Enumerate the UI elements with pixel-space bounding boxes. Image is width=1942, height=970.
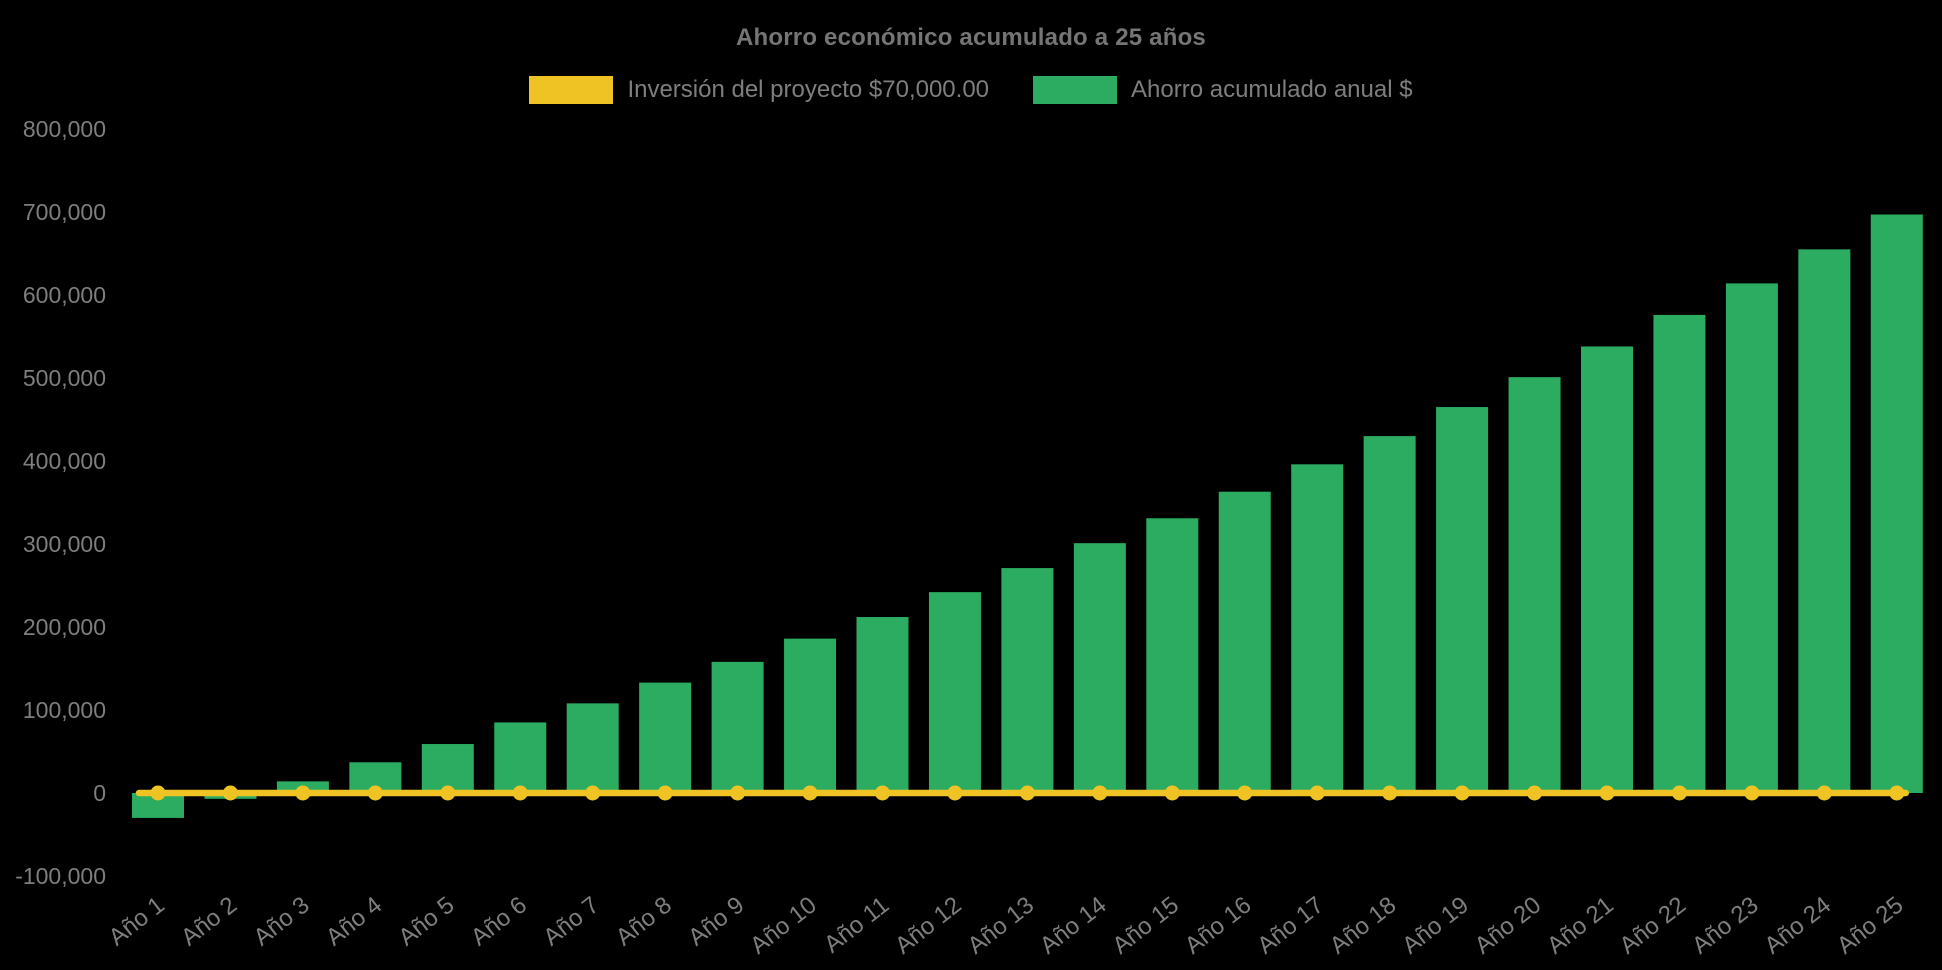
investment-point-año-6 (512, 785, 528, 801)
legend-item-investment: Inversión del proyecto $70,000.00 (529, 76, 989, 104)
investment-point-año-2 (222, 785, 238, 801)
y-axis-tick-label: -100,000 (15, 863, 106, 889)
investment-point-año-3 (295, 785, 311, 801)
x-axis-tick-label: Año 17 (1252, 891, 1329, 959)
chart-legend: Inversión del proyecto $70,000.00 Ahorro… (0, 76, 1942, 104)
bar-año-19 (1436, 407, 1489, 793)
investment-point-año-1 (150, 785, 166, 801)
y-axis-tick-label: 200,000 (23, 614, 106, 640)
bar-año-23 (1725, 283, 1778, 793)
y-axis-tick-label: 600,000 (23, 282, 106, 308)
bar-año-18 (1363, 436, 1416, 793)
investment-point-año-17 (1309, 785, 1325, 801)
bar-año-21 (1581, 346, 1633, 793)
y-axis-tick-label: 0 (93, 780, 106, 806)
bar-año-9 (711, 661, 764, 793)
x-axis-tick-label: Año 8 (611, 891, 677, 951)
x-axis-tick-label: Año 6 (466, 891, 532, 951)
x-axis-tick-label: Año 7 (538, 891, 604, 951)
investment-point-año-18 (1382, 785, 1398, 801)
bar-año-13 (1001, 568, 1054, 793)
investment-point-año-4 (367, 785, 383, 801)
bar-año-10 (784, 638, 837, 793)
investment-point-año-10 (802, 785, 818, 801)
y-axis-tick-label: 300,000 (23, 531, 106, 557)
x-axis-tick-label: Año 21 (1542, 891, 1619, 959)
chart-title: Ahorro económico acumulado a 25 años (736, 24, 1206, 51)
y-axis-tick-label: 500,000 (23, 365, 106, 391)
x-axis-tick-label: Año 5 (393, 891, 459, 951)
bar-año-25 (1870, 214, 1923, 794)
investment-point-año-21 (1599, 785, 1615, 801)
legend-item-savings: Ahorro acumulado anual $ (1033, 76, 1413, 104)
x-axis-tick-label: Año 4 (321, 891, 387, 951)
y-axis-tick-label: 800,000 (23, 116, 106, 142)
x-axis-tick-label: Año 20 (1470, 891, 1547, 959)
investment-point-año-8 (657, 785, 673, 801)
x-axis-tick-label: Año 2 (176, 891, 242, 951)
x-axis-tick-label: Año 25 (1832, 891, 1909, 959)
investment-point-año-11 (875, 785, 890, 801)
investment-point-año-23 (1744, 785, 1760, 801)
investment-point-año-9 (730, 785, 746, 801)
x-axis-tick-label: Año 18 (1325, 891, 1402, 959)
bar-año-8 (639, 682, 692, 793)
investment-point-año-16 (1237, 785, 1253, 801)
x-axis-tick-label: Año 12 (890, 891, 967, 959)
x-axis-tick-label: Año 10 (745, 891, 822, 959)
x-axis-tick-label: Año 9 (683, 891, 749, 951)
legend-swatch-investment (529, 76, 614, 104)
bar-año-20 (1508, 377, 1561, 793)
investment-point-año-19 (1454, 785, 1470, 801)
x-axis-tick-label: Año 19 (1397, 891, 1474, 959)
x-axis-tick-label: Año 3 (249, 891, 315, 951)
bar-año-14 (1073, 543, 1126, 793)
investment-point-año-12 (947, 785, 963, 801)
y-axis-tick-label: 100,000 (23, 697, 106, 723)
bar-año-11 (856, 617, 909, 793)
legend-swatch-savings (1033, 76, 1118, 104)
investment-point-año-24 (1816, 785, 1832, 801)
bar-año-16 (1218, 491, 1271, 793)
investment-point-año-25 (1889, 785, 1905, 801)
legend-label-investment: Inversión del proyecto $70,000.00 (627, 76, 990, 103)
x-axis-tick-label: Año 1 (104, 891, 170, 951)
x-axis-tick-label: Año 13 (963, 891, 1040, 959)
bar-año-5 (421, 744, 474, 793)
x-axis-tick-label: Año 22 (1615, 891, 1692, 959)
investment-point-año-22 (1671, 785, 1687, 801)
bar-año-15 (1146, 518, 1199, 793)
investment-point-año-13 (1019, 785, 1035, 801)
investment-point-año-7 (585, 785, 601, 801)
bar-año-24 (1798, 249, 1851, 794)
x-axis-tick-label: Año 14 (1035, 891, 1112, 959)
bar-año-6 (494, 722, 547, 793)
x-axis-tick-label: Año 24 (1759, 891, 1836, 959)
bar-año-7 (566, 703, 619, 793)
x-axis-tick-label: Año 23 (1687, 891, 1764, 959)
y-axis-tick-label: 700,000 (23, 199, 106, 225)
x-axis-tick-label: Año 15 (1107, 891, 1184, 959)
investment-point-año-14 (1092, 785, 1108, 801)
investment-point-año-5 (440, 785, 456, 801)
x-axis-tick-label: Año 11 (819, 891, 894, 958)
x-axis-tick-label: Año 16 (1180, 891, 1257, 959)
bar-año-12 (928, 592, 981, 793)
investment-point-año-15 (1164, 785, 1180, 801)
investment-point-año-20 (1527, 785, 1543, 801)
legend-label-savings: Ahorro acumulado anual $ (1131, 76, 1413, 103)
bar-año-22 (1653, 314, 1706, 793)
bar-año-17 (1291, 464, 1344, 793)
y-axis-tick-label: 400,000 (23, 448, 106, 474)
